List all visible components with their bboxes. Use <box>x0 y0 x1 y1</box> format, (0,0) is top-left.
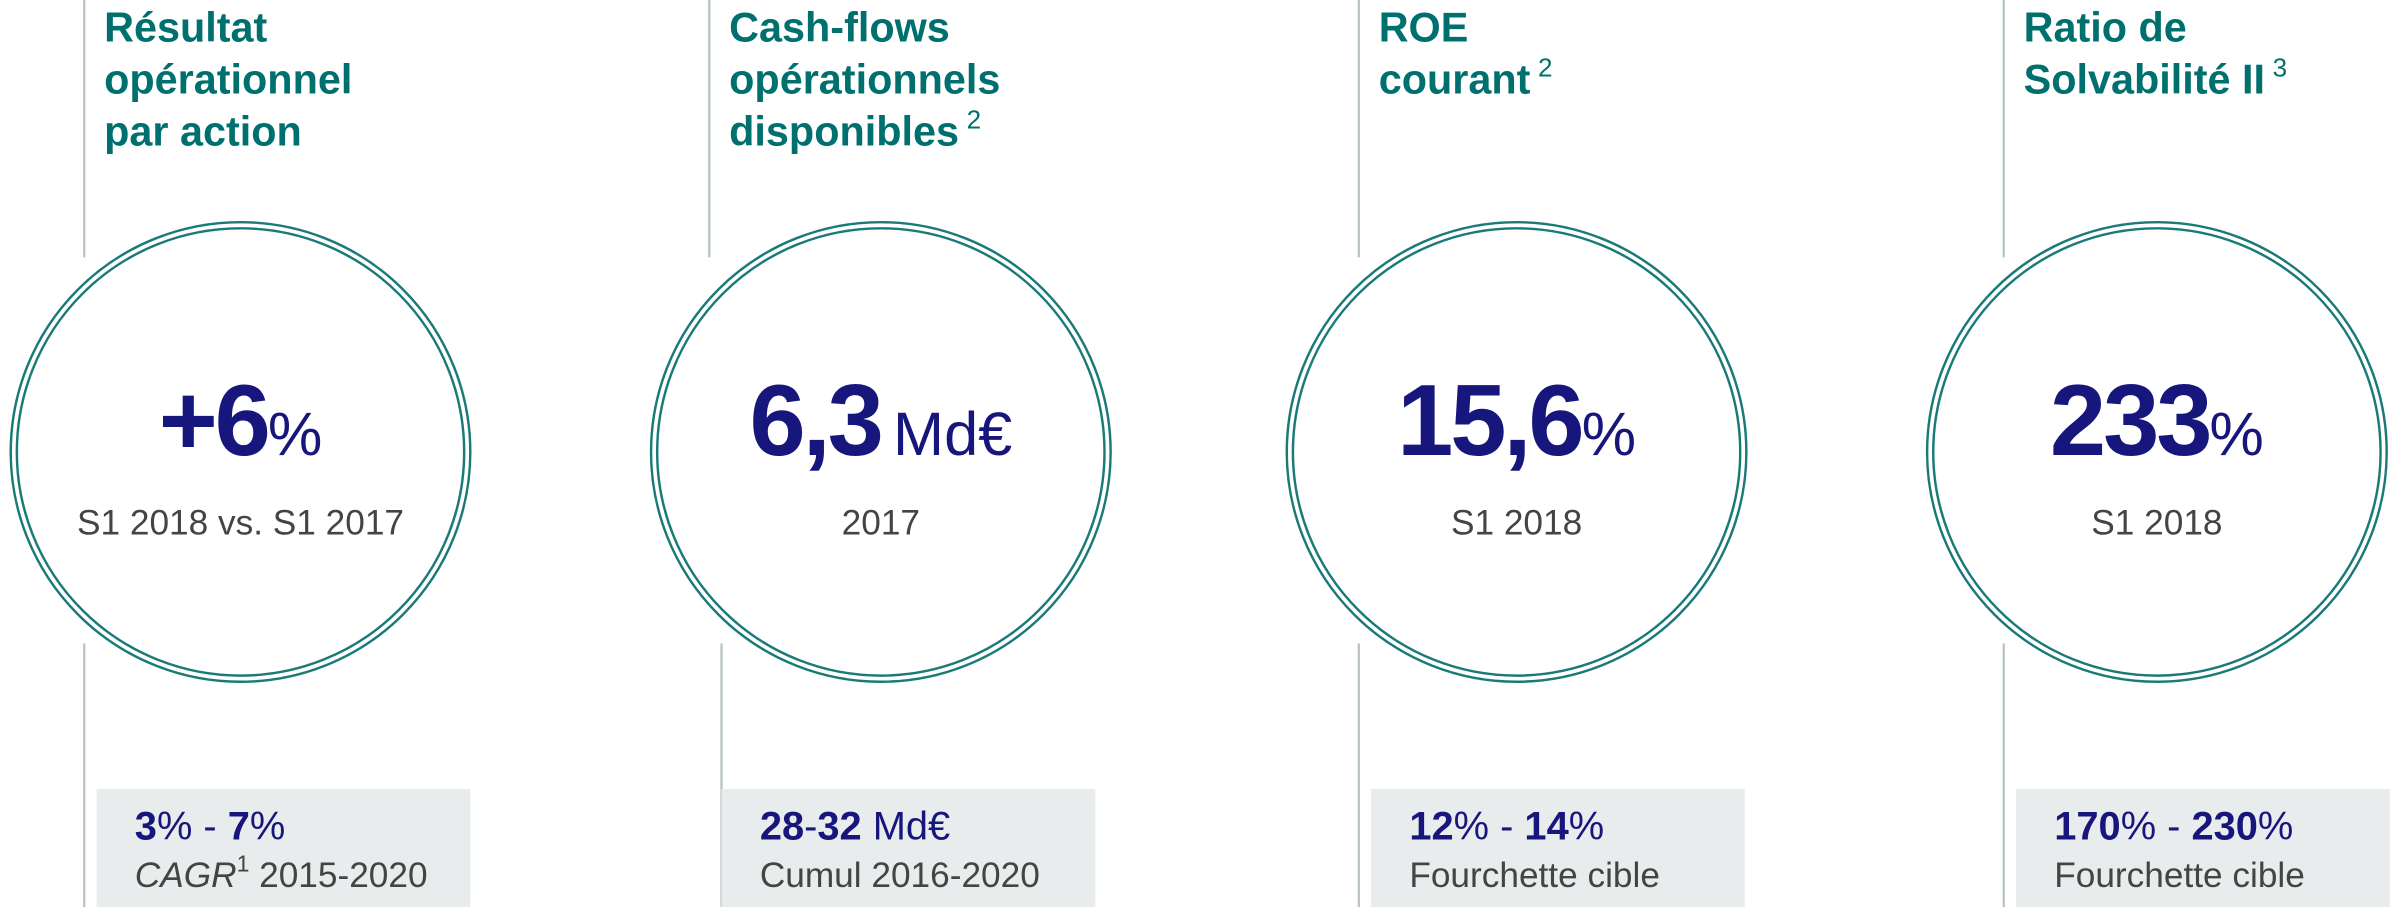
text-segment: % <box>2121 805 2156 849</box>
text-segment: 14 <box>1524 805 1568 849</box>
title-line: ROE <box>1379 4 1469 50</box>
text-segment: 170 <box>2054 805 2120 849</box>
kpi-value: 15,6% <box>1397 364 1636 477</box>
value-unit: % <box>2209 400 2263 468</box>
kpi-panel: Résultat opérationnel par action +6% S1 2018… <box>9 0 472 907</box>
value-number: +6 <box>159 364 268 477</box>
target-range: 12% - 14% <box>1409 805 1604 849</box>
text-segment: % <box>250 805 285 849</box>
target-caption: Fourchette cible <box>2054 856 2305 895</box>
panel-title: par action <box>104 109 302 155</box>
text-segment: Cumul 2016-2020 <box>760 856 1040 895</box>
title-line: Cash-flows <box>729 4 950 50</box>
text-segment: Fourchette cible <box>2054 856 2305 895</box>
footnote-ref: 2 <box>967 105 981 135</box>
panel-title: Résultat <box>104 4 267 50</box>
text-segment: 7 <box>228 805 250 849</box>
text-segment: % <box>157 805 192 849</box>
text-segment: Fourchette cible <box>1409 856 1660 895</box>
value-unit: % <box>1582 400 1636 468</box>
text-segment: % <box>2258 805 2293 849</box>
text-segment: Md€ <box>862 805 951 849</box>
ring-outer <box>1925 220 2388 683</box>
title-line: opérationnels <box>729 57 1000 103</box>
ring-outer <box>1285 220 1748 683</box>
title-line: Solvabilité II <box>2024 57 2265 103</box>
text-segment: % <box>1454 805 1489 849</box>
value-number: 15,6 <box>1397 364 1582 477</box>
title-line: disponibles <box>729 109 959 155</box>
text-segment: - <box>1489 805 1524 849</box>
text-segment: 2015-2020 <box>249 856 427 895</box>
ring-outer <box>9 220 472 683</box>
text-segment: - <box>2156 805 2191 849</box>
kpi-value: 233% <box>2050 364 2264 477</box>
ring-inner <box>655 227 1106 677</box>
text-segment: 230 <box>2191 805 2257 849</box>
panel-title: Ratio de <box>2024 4 2187 50</box>
title-line: courant <box>1379 57 1531 103</box>
text-segment: % <box>1569 805 1604 849</box>
ring-outer <box>649 220 1112 683</box>
target-box <box>96 788 471 907</box>
text-segment: 1 <box>237 851 250 877</box>
panel-title: Solvabilité II 3 <box>2024 53 2287 103</box>
title-line: par action <box>104 109 302 155</box>
value-number: 233 <box>2050 364 2209 477</box>
footnote-ref: 2 <box>1538 53 1552 83</box>
kpi-caption: 2017 <box>842 504 920 543</box>
title-line: Ratio de <box>2024 4 2187 50</box>
ring-inner <box>1932 227 2382 677</box>
target-range: 170% - 230% <box>2054 805 2293 849</box>
panel-title: disponibles 2 <box>729 105 981 155</box>
ring-inner <box>1291 227 1742 677</box>
ring-inner <box>15 227 466 677</box>
kpi-value: +6% <box>159 364 323 477</box>
value-number: 6,3 <box>749 364 880 477</box>
target-caption: Fourchette cible <box>1409 856 1660 895</box>
footnote-ref: 3 <box>2273 53 2287 83</box>
text-segment: 32 <box>817 805 861 849</box>
value-unit: Md€ <box>893 400 1012 468</box>
target-box <box>721 788 1096 907</box>
text-segment: 12 <box>1409 805 1453 849</box>
title-line: Résultat <box>104 4 267 50</box>
panel-title: opérationnel <box>104 57 352 103</box>
target-range: 28-32 Md€ <box>760 805 950 849</box>
target-caption: CAGR1 2015-2020 <box>135 851 428 895</box>
text-segment: 28 <box>760 805 804 849</box>
target-caption: Cumul 2016-2020 <box>760 856 1040 895</box>
kpi-value: 6,3 Md€ <box>749 364 1012 477</box>
text-segment: - <box>192 805 227 849</box>
text-segment: CAGR <box>135 856 237 895</box>
value-unit: % <box>268 400 322 468</box>
kpi-caption: S1 2018 <box>2091 504 2222 543</box>
title-line: opérationnel <box>104 57 352 103</box>
panel-title: Cash-flows <box>729 4 950 50</box>
target-box <box>1371 788 1745 907</box>
target-range: 3% - 7% <box>135 805 286 849</box>
target-box <box>2015 788 2390 907</box>
text-segment: 3 <box>135 805 157 849</box>
kpi-caption: S1 2018 <box>1451 504 1582 543</box>
panel-title: courant 2 <box>1379 53 1553 103</box>
kpi-caption: S1 2018 vs. S1 2017 <box>77 504 404 543</box>
panel-title: opérationnels <box>729 57 1000 103</box>
kpi-panel: Ratio de Solvabilité II 3 233% S1 2018 170% -… <box>1925 0 2390 907</box>
text-segment: - <box>804 805 817 849</box>
panel-title: ROE <box>1379 4 1469 50</box>
